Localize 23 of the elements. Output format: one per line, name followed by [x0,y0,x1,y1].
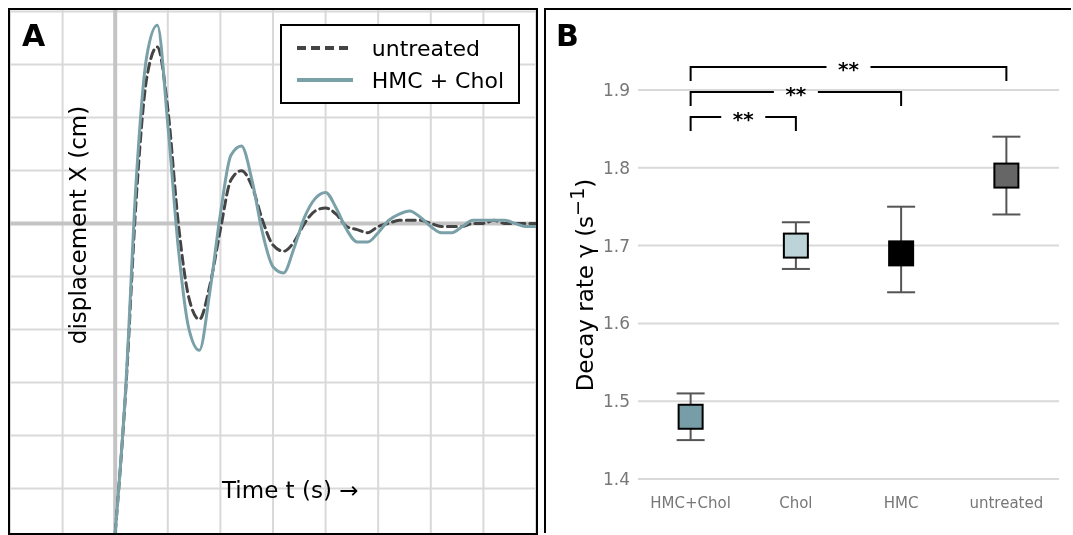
annotation: ** [785,82,807,106]
y-tick-label: 1.5 [602,391,630,412]
legend-label: untreated [371,35,481,61]
x-axis-title: Time t (s) → [222,477,359,503]
y-tick-label: 1.7 [602,235,630,256]
point [888,240,915,267]
y-tick-label: 1.8 [602,157,630,178]
text: ** [838,57,860,81]
legend-label: HMC + Chol [371,67,504,93]
x-tick-label: Chol [779,493,813,512]
y-tick-label: 1.9 [602,80,630,101]
annotation: ** [732,107,755,131]
x-tick-label: HMC [883,493,919,512]
point [782,232,809,259]
y-tick-label: 1.6 [602,313,630,334]
y-axis-title: displacement X (cm) [65,105,91,345]
x-tick-label: untreated [969,493,1044,512]
point [993,162,1020,189]
chart-title: B [556,18,579,53]
y-tick-label: 1.4 [602,469,630,490]
chart-title: A [22,18,46,53]
point [677,403,704,430]
x-tick-label: HMC+Chol [650,493,731,512]
